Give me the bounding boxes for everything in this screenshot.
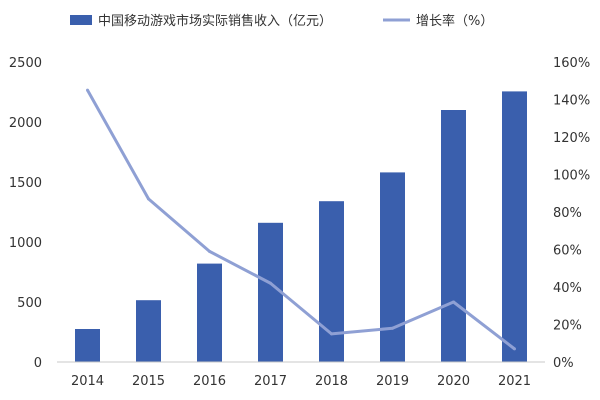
right-tick-label: 60% xyxy=(553,244,582,259)
right-axis-ticks: 0% 20% 40% 60% 80% 100% 120% 140% 160% xyxy=(553,56,590,371)
x-tick-label: 2020 xyxy=(437,374,470,389)
growth-point-2014 xyxy=(86,88,89,92)
bar-2019 xyxy=(380,172,405,362)
legend-label-bar: 中国移动游戏市场实际销售收入（亿元） xyxy=(98,13,332,29)
x-tick-label: 2018 xyxy=(315,374,348,389)
growth-point-2020 xyxy=(452,300,455,304)
left-tick-label: 1500 xyxy=(9,176,42,191)
x-tick-label: 2021 xyxy=(498,374,531,389)
x-tick-label: 2019 xyxy=(376,374,409,389)
bar-2020 xyxy=(441,110,466,362)
x-tick-label: 2015 xyxy=(132,374,165,389)
bar-2015 xyxy=(136,300,161,362)
growth-point-2019 xyxy=(391,326,394,330)
right-tick-label: 140% xyxy=(553,94,590,109)
right-tick-label: 160% xyxy=(553,56,590,71)
growth-point-2021 xyxy=(513,347,516,351)
bar-2016 xyxy=(197,263,222,362)
bars xyxy=(75,91,527,363)
left-tick-label: 2500 xyxy=(9,56,42,71)
left-tick-label: 0 xyxy=(34,356,42,371)
bar-2017 xyxy=(258,222,283,362)
right-tick-label: 120% xyxy=(553,131,590,146)
left-axis-ticks: 0 500 1000 1500 2000 2500 xyxy=(9,56,42,371)
growth-point-2015 xyxy=(147,197,150,201)
right-tick-label: 100% xyxy=(553,169,590,184)
x-tick-label: 2017 xyxy=(254,374,287,389)
bar-2018 xyxy=(319,201,344,362)
x-tick-label: 2016 xyxy=(193,374,226,389)
bar-2014 xyxy=(75,329,100,362)
right-tick-label: 20% xyxy=(553,319,582,334)
right-tick-label: 40% xyxy=(553,281,582,296)
line-layer xyxy=(86,88,516,351)
bar-2021 xyxy=(502,91,527,363)
legend-label-line: 增长率（%） xyxy=(416,13,493,29)
growth-point-2018 xyxy=(330,332,333,336)
legend: 中国移动游戏市场实际销售收入（亿元） 增长率（%） xyxy=(70,13,493,29)
left-tick-label: 2000 xyxy=(9,116,42,131)
growth-point-2017 xyxy=(269,281,272,285)
right-tick-label: 0% xyxy=(553,356,574,371)
x-axis-ticks: 2014 2015 2016 2017 2018 2019 2020 2021 xyxy=(71,374,531,389)
x-tick-label: 2014 xyxy=(71,374,104,389)
legend-swatch-bar xyxy=(70,15,92,25)
right-tick-label: 80% xyxy=(553,206,582,221)
left-tick-label: 1000 xyxy=(9,236,42,251)
growth-rate-line xyxy=(86,89,516,351)
growth-point-2016 xyxy=(208,249,211,253)
left-tick-label: 500 xyxy=(17,296,42,311)
